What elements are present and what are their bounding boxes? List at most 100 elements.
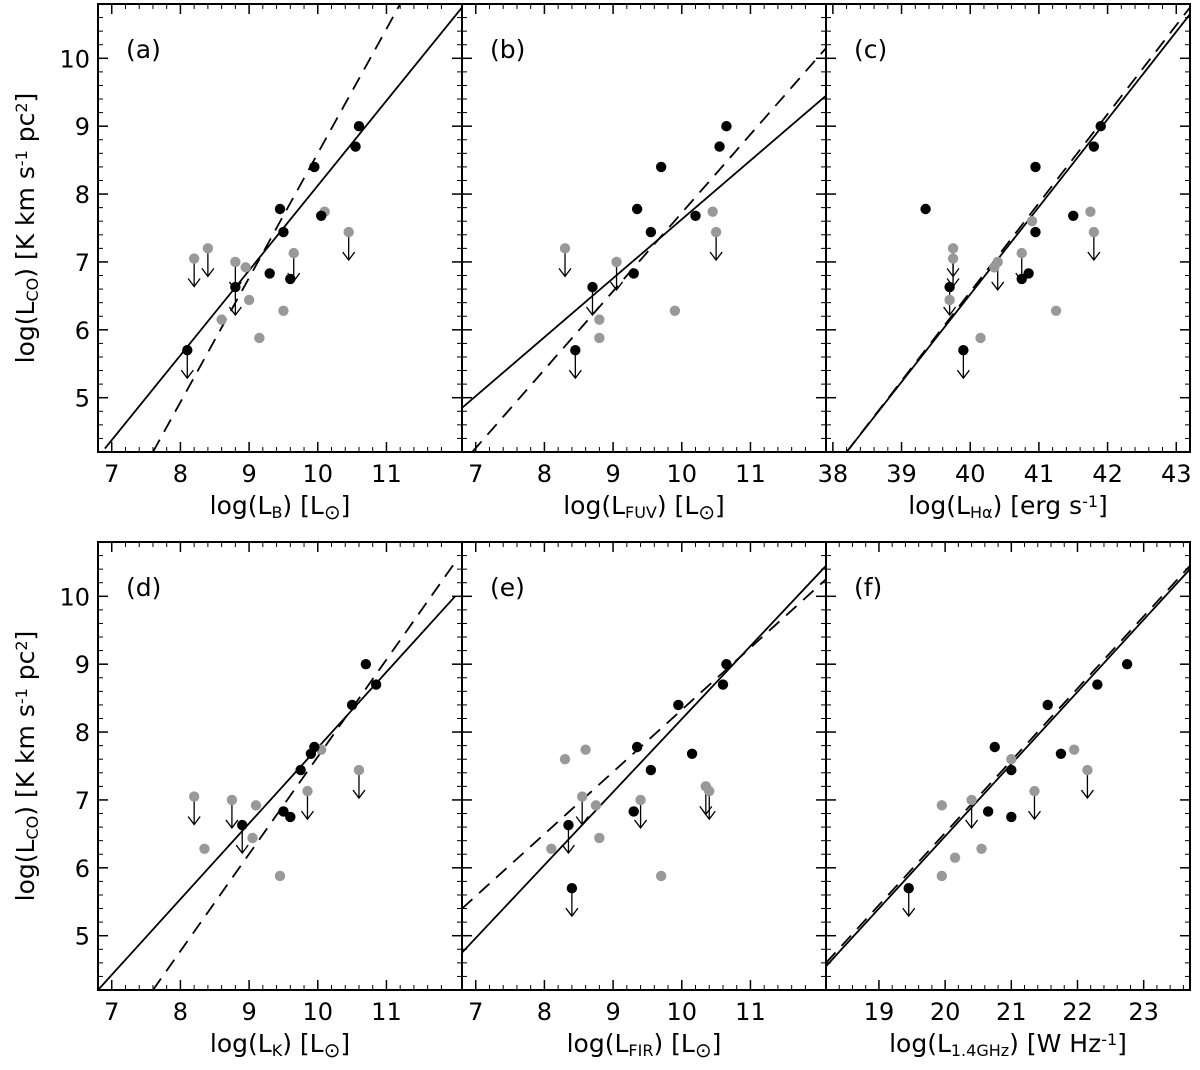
x-tick-label: 9 xyxy=(605,460,620,488)
x-tick-label: 10 xyxy=(667,460,698,488)
black-point xyxy=(360,658,372,670)
black-point xyxy=(989,741,1000,753)
black-point xyxy=(1042,699,1053,711)
gray-point xyxy=(216,314,227,325)
black-point xyxy=(631,741,643,753)
gray-point xyxy=(1016,247,1027,259)
black-point xyxy=(285,273,296,285)
black-point xyxy=(285,811,296,823)
gray-point xyxy=(966,794,977,806)
gray-point xyxy=(976,843,987,855)
x-tick-label: 39 xyxy=(886,460,917,488)
black-point xyxy=(944,281,955,293)
y-tick-label: 7 xyxy=(75,249,90,277)
x-tick-label: 8 xyxy=(173,998,188,1026)
black-point xyxy=(628,268,639,279)
y-tick-label: 9 xyxy=(75,113,90,141)
gray-point xyxy=(288,247,299,259)
plot-frame xyxy=(97,541,463,991)
gray-point xyxy=(226,794,238,806)
black-point xyxy=(1030,161,1041,173)
gray-point xyxy=(343,226,354,238)
fit-line-dashed xyxy=(462,578,826,910)
gray-point xyxy=(655,870,667,882)
black-point xyxy=(721,658,732,670)
x-tick-label: 8 xyxy=(537,998,552,1026)
x-tick-label: 10 xyxy=(303,460,334,488)
x-tick-label: 10 xyxy=(303,998,334,1026)
gray-point xyxy=(559,754,571,765)
black-point xyxy=(631,203,643,215)
gray-point xyxy=(546,843,557,855)
gray-point xyxy=(230,256,241,268)
panel-a: 7 8 9 10 11 5 6 7 8 9 10 (a) log(LB) [L⊙] log(LCO) [K… xyxy=(11,3,463,524)
panel-b: 7 8 9 10 11 (b) log(LFUV) [L⊙] xyxy=(461,3,827,524)
gray-point xyxy=(669,305,681,317)
black-point xyxy=(237,819,248,831)
gray-point xyxy=(947,253,959,264)
plot-frame xyxy=(461,541,827,991)
x-tick-label: 7 xyxy=(104,460,119,488)
black-point xyxy=(350,141,361,152)
black-point xyxy=(673,699,684,711)
gray-point xyxy=(302,785,313,797)
black-point xyxy=(1095,120,1106,132)
black-point xyxy=(645,226,657,238)
gray-point xyxy=(254,332,265,344)
panel-label: (c) xyxy=(854,35,887,64)
gray-point xyxy=(580,744,591,755)
x-tick-label: 43 xyxy=(1161,460,1192,488)
plot-frame xyxy=(461,3,827,453)
gray-point xyxy=(611,256,622,268)
black-point xyxy=(717,679,729,690)
gray-point xyxy=(992,256,1003,268)
gray-point xyxy=(594,314,605,325)
fit-line-dashed xyxy=(826,565,1190,964)
panel-label: (d) xyxy=(126,573,161,602)
x-tick-label: 8 xyxy=(173,460,188,488)
x-axis-label: log(LHα) [erg s-1] xyxy=(908,491,1108,522)
black-point xyxy=(714,141,725,152)
y-tick-label: 5 xyxy=(75,385,90,413)
x-tick-label: 10 xyxy=(667,998,698,1026)
fit-line-solid xyxy=(845,13,1190,452)
x-tick-label: 7 xyxy=(468,998,483,1026)
fit-line-dashed xyxy=(471,47,826,452)
y-tick-label: 8 xyxy=(75,719,90,747)
panel-f: 19 20 21 22 23 (f) log(L1.4GHz) [W Hz-1] xyxy=(825,541,1191,1060)
black-point xyxy=(295,764,306,776)
gray-point xyxy=(1050,305,1062,317)
x-tick-label: 19 xyxy=(864,998,895,1026)
black-point xyxy=(570,344,581,356)
gray-point xyxy=(240,262,251,273)
black-point xyxy=(274,203,286,215)
gray-point xyxy=(710,226,722,238)
x-tick-label: 11 xyxy=(735,998,766,1026)
black-point xyxy=(690,210,701,221)
x-axis-label: log(LFIR) [L⊙] xyxy=(567,1029,722,1062)
fit-line-dashed xyxy=(152,561,456,990)
panel-label: (b) xyxy=(490,35,525,64)
gray-point xyxy=(188,253,200,264)
black-point xyxy=(264,268,275,279)
x-tick-label: 22 xyxy=(1062,998,1093,1026)
plot-frame xyxy=(825,3,1191,453)
gray-point xyxy=(199,843,210,855)
gray-point xyxy=(594,832,605,844)
black-point xyxy=(1023,268,1034,279)
black-point xyxy=(316,210,327,221)
black-point xyxy=(655,161,667,173)
plot-frame xyxy=(825,541,1191,991)
gray-point xyxy=(202,243,214,254)
black-point xyxy=(182,344,193,356)
gray-point xyxy=(243,294,255,306)
y-tick-label: 5 xyxy=(75,923,90,951)
black-point xyxy=(1068,210,1079,221)
black-point xyxy=(958,344,969,356)
black-point xyxy=(1030,226,1041,238)
y-axis-label: log(LCO) [K km s-1 pc2] xyxy=(11,93,42,364)
y-tick-label: 6 xyxy=(75,855,90,883)
x-tick-label: 40 xyxy=(955,460,986,488)
gray-point xyxy=(1029,785,1040,797)
